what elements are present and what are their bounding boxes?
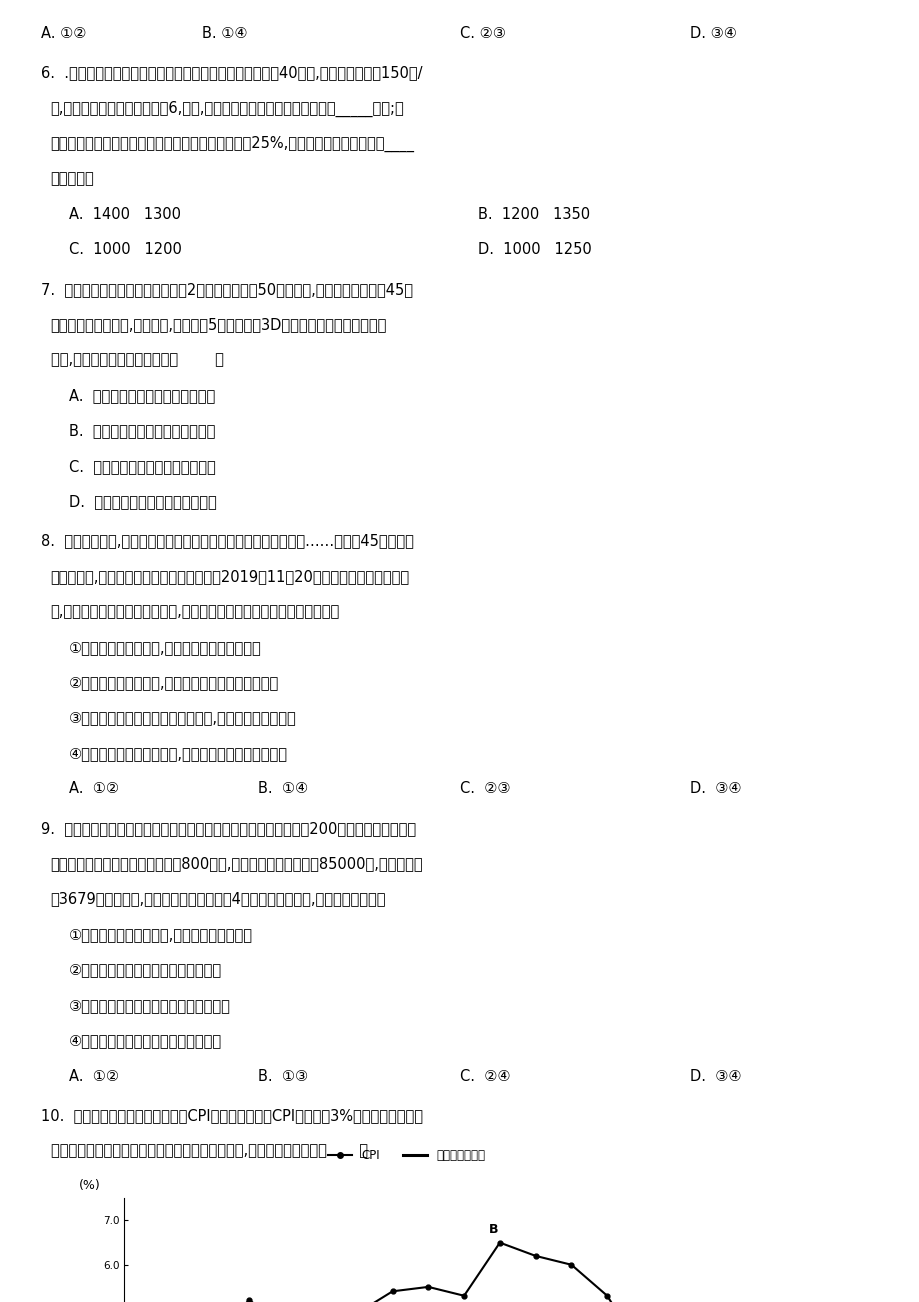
Text: ④推进铁路与科技融合发展,使铁路迈向智能化、现化化: ④推进铁路与科技融合发展,使铁路迈向智能化、现化化	[69, 746, 288, 762]
Text: 人民币购买了电影票,在影院里,他又花了5元租了一副3D眼镜观看电影。请问在此过: 人民币购买了电影票,在影院里,他又花了5元租了一副3D眼镜观看电影。请问在此过	[51, 318, 387, 332]
Text: 用电子客票,中国铁路上海局集团有限公司于2019年11月20日启动第二批电子客票应: 用电子客票,中国铁路上海局集团有限公司于2019年11月20日启动第二批电子客票…	[51, 569, 409, 585]
Text: C.  ②③: C. ②③	[460, 781, 510, 797]
Text: ②微信支付履行了货币的价值尺度职能: ②微信支付履行了货币的价值尺度职能	[69, 962, 221, 978]
Text: C.  1000   1200: C. 1000 1200	[69, 242, 182, 258]
Text: D.  价值尺度、支付手段、贮藏手段: D. 价值尺度、支付手段、贮藏手段	[69, 495, 217, 509]
Text: 10.  如图是某国居民消费价格指数CPI（国际上通常把CPI涨幅达到3%作为通货膨胀警戒: 10. 如图是某国居民消费价格指数CPI（国际上通常把CPI涨幅达到3%作为通货…	[41, 1108, 423, 1124]
Text: ①微信支付属于移动支付,创新了转账结算方式: ①微信支付属于移动支付,创新了转账结算方式	[69, 927, 253, 943]
Text: D.  1000   1250: D. 1000 1250	[478, 242, 592, 258]
Text: B.  ①④: B. ①④	[257, 781, 307, 797]
Text: ②将完全取代纸质车票,我国进入乘车凭证无纸化时代: ②将完全取代纸质车票,我国进入乘车凭证无纸化时代	[69, 676, 279, 690]
Text: 至3679亿元人民币,微信支付用户则达到了4亿左右。对于微信,下列说法正确的是: 至3679亿元人民币,微信支付用户则达到了4亿左右。对于微信,下列说法正确的是	[51, 892, 386, 906]
Text: ③微信的商业价值是通过多种形式实现的: ③微信的商业价值是通过多种形式实现的	[69, 997, 231, 1013]
Text: A. ①②: A. ①②	[41, 26, 86, 42]
Text: B.  ①③: B. ①③	[257, 1069, 307, 1083]
Text: A.  ①②: A. ①②	[69, 1069, 119, 1083]
Text: C.  流通手段、支付手段、价值尺度: C. 流通手段、支付手段、价值尺度	[69, 458, 216, 474]
Text: 品牌的微信公众账号总数已经超过800万个,移动应用对接数量超过85000个,广告收人增: 品牌的微信公众账号总数已经超过800万个,移动应用对接数量超过85000个,广告…	[51, 857, 423, 871]
Text: ④微信提供的各种服务是不具有价值的: ④微信提供的各种服务是不具有价值的	[69, 1034, 221, 1048]
Text: 果该国政府当年由于多发行纸币而使商品价格上涨了25%,那么当年该国实际发行了____: 果该国政府当年由于多发行纸币而使商品价格上涨了25%,那么当年该国实际发行了__…	[51, 137, 414, 152]
Text: (%): (%)	[79, 1178, 101, 1191]
Text: D.  ③④: D. ③④	[689, 781, 741, 797]
Text: 亿元纸币。: 亿元纸币。	[51, 172, 95, 186]
Text: D. ③④: D. ③④	[689, 26, 736, 42]
Text: A.  流通手段、价值尺度、支付手段: A. 流通手段、价值尺度、支付手段	[69, 388, 215, 404]
Text: D.  ③④: D. ③④	[689, 1069, 741, 1083]
Text: 6.  .如果某国在一年里全社会用现金支付的待售商品总量为40亿件,平均价格水平为150元/: 6. .如果某国在一年里全社会用现金支付的待售商品总量为40亿件,平均价格水平为…	[41, 65, 423, 81]
Text: 9.  微信是腾讯公司推出的一款多功能应用程序。目前微信用户覆盖200多个国家和地区。各: 9. 微信是腾讯公司推出的一款多功能应用程序。目前微信用户覆盖200多个国家和地…	[41, 820, 416, 836]
Text: ③减少了现金使用和流通中的货币量,践行了绿色发展理念: ③减少了现金使用和流通中的货币量,践行了绿色发展理念	[69, 711, 297, 725]
Text: B.  价值尺度、流通手段、支付手段: B. 价值尺度、流通手段、支付手段	[69, 423, 215, 439]
Text: 7.  小明在网络上看到某影院《战狼2》电影票标价为50元人民币,打完折后他支付了45元: 7. 小明在网络上看到某影院《战狼2》电影票标价为50元人民币,打完折后他支付了…	[41, 281, 413, 297]
Text: 线）和一年期存款利率的走势图。不考虑其他因素,下列分析正确的是（       ）: 线）和一年期存款利率的走势图。不考虑其他因素,下列分析正确的是（ ）	[51, 1143, 368, 1159]
Text: B.  1200   1350: B. 1200 1350	[478, 207, 590, 223]
Text: 用,上海虹桥等车站告别纸质车票,迈入电子客票时代。电子客票的推广应用: 用,上海虹桥等车站告别纸质车票,迈入电子客票时代。电子客票的推广应用	[51, 604, 339, 620]
Text: 程中,人民币执行的职能分别是（        ）: 程中,人民币执行的职能分别是（ ）	[51, 353, 223, 367]
Text: ①提升了乘客出行效率,提高了人民生活的幸福感: ①提升了乘客出行效率,提高了人民生活的幸福感	[69, 639, 262, 655]
Text: C. ②③: C. ②③	[460, 26, 505, 42]
Text: B. ①④: B. ①④	[202, 26, 247, 42]
Text: A.  ①②: A. ①②	[69, 781, 119, 797]
Text: A.  1400   1300: A. 1400 1300	[69, 207, 181, 223]
Text: C.  ②④: C. ②④	[460, 1069, 510, 1083]
Text: B: B	[489, 1223, 498, 1236]
Legend: CPI, 一年期存款利率: CPI, 一年期存款利率	[323, 1144, 490, 1167]
Text: 件,在这一年里货币流通次数为6,那么,该国在这一年里的货币供应量应为_____亿元;如: 件,在这一年里货币流通次数为6,那么,该国在这一年里的货币供应量应为_____亿…	[51, 100, 404, 117]
Text: 8.  无需打印车票,刷身份证或手机二维码就能进站验证、验票乘车……继首批45座车站启: 8. 无需打印车票,刷身份证或手机二维码就能进站验证、验票乘车……继首批45座车…	[41, 534, 414, 548]
